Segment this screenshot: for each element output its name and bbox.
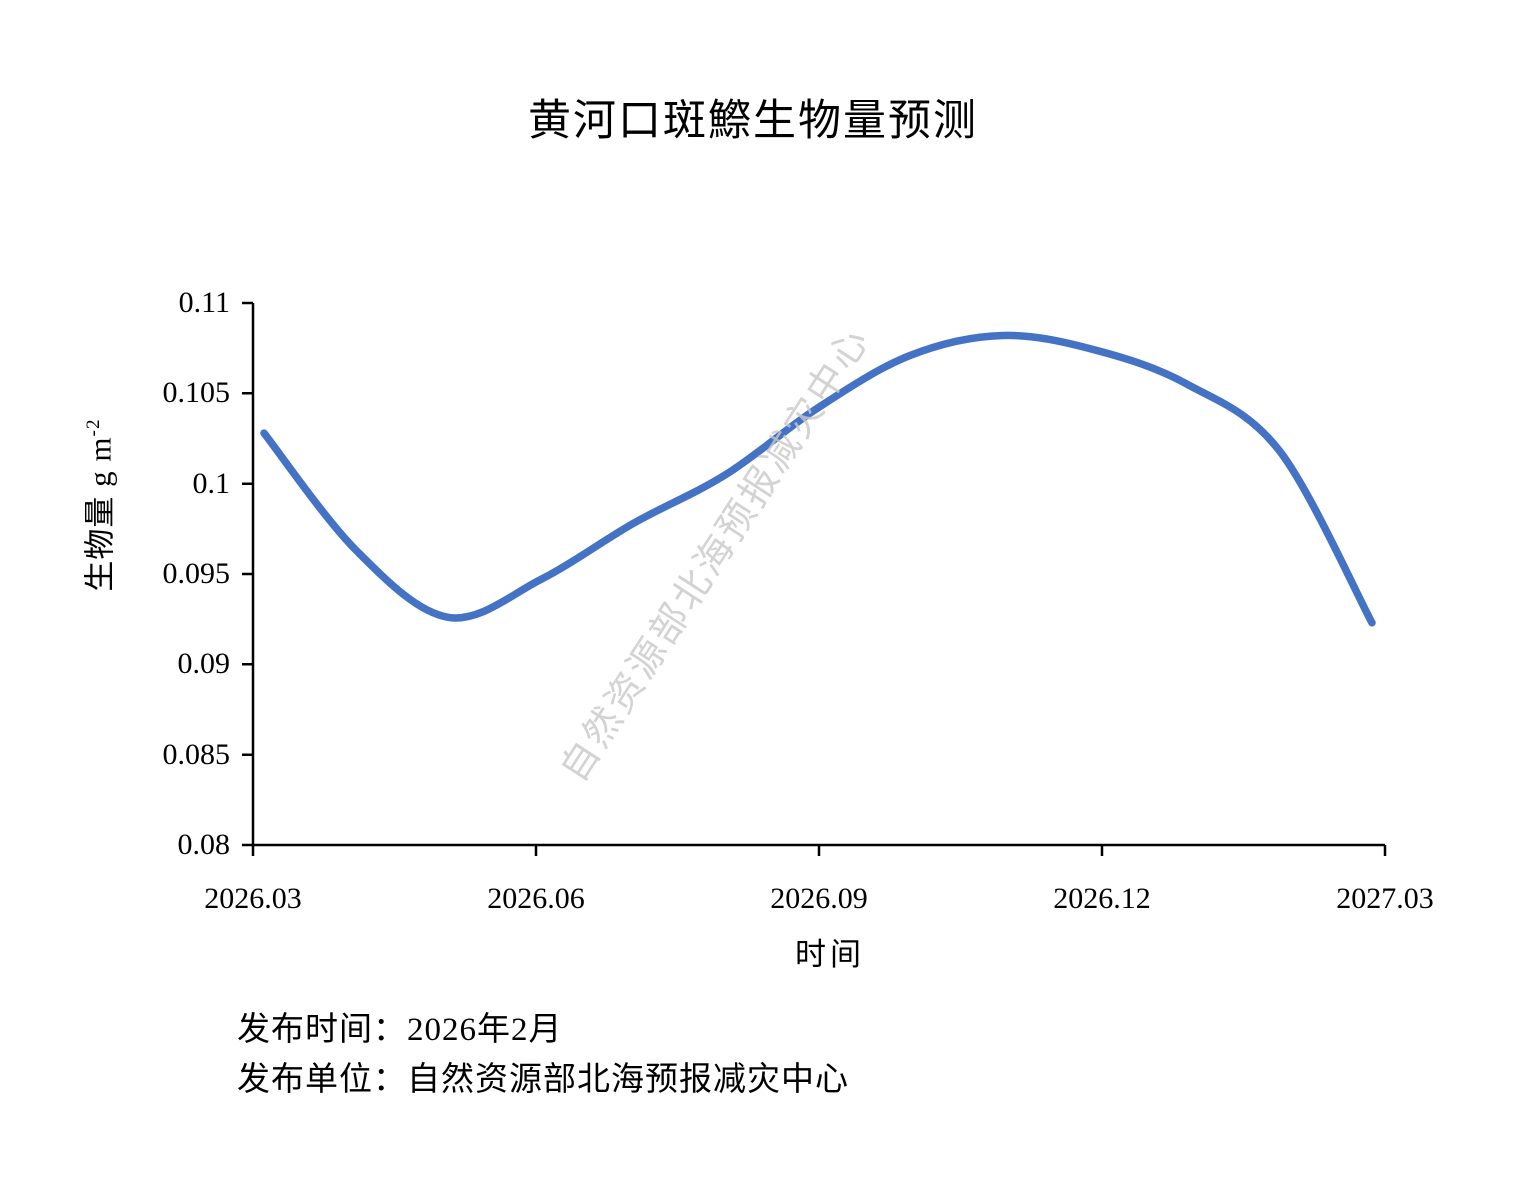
x-tick-label: 2026.09: [770, 882, 868, 915]
biomass-forecast-line: [260, 331, 1376, 627]
publish-time-line: 发布时间：2026年2月: [237, 1012, 563, 1048]
y-tick-label: 0.105: [162, 376, 231, 410]
axes-and-tick-marks: [242, 301, 1387, 856]
y-tick-label: 0.09: [177, 647, 231, 681]
x-axis-title: 时间: [795, 937, 865, 972]
x-tick-label: 2027.03: [1336, 882, 1434, 915]
chart-title: 黄河口斑鰶生物量预测: [528, 98, 978, 145]
publish-unit-line: 发布单位：自然资源部北海预报减灾中心: [237, 1062, 849, 1098]
y-tick-label: 0.11: [178, 286, 230, 319]
y-tick-label: 0.1: [192, 466, 231, 500]
y-axis-title-exponent: -2: [83, 418, 105, 437]
x-tick-label: 2026.12: [1053, 882, 1151, 915]
y-axis-title-text: 生物量 g m: [82, 436, 118, 592]
x-tick-label: 2026.06: [487, 882, 585, 915]
y-tick-label: 0.085: [162, 737, 231, 771]
y-tick-label: 0.095: [162, 557, 231, 590]
y-axis-title: 生物量 g m-2: [75, 418, 120, 591]
y-tick-label: 0.08: [177, 828, 231, 861]
x-tick-label: 2026.03: [204, 882, 302, 915]
